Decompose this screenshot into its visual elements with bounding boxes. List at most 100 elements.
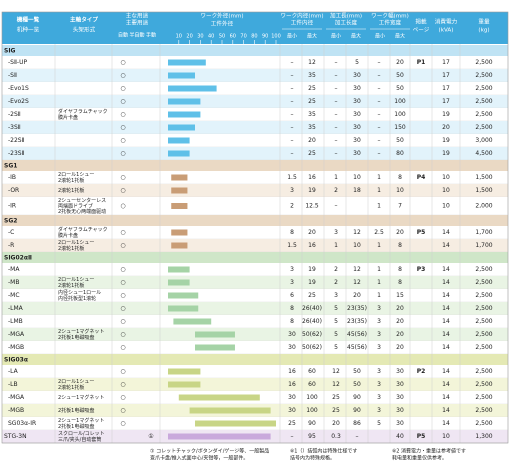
section-name: SG2 xyxy=(4,217,17,224)
cell: 10 xyxy=(396,187,404,194)
outer-bar xyxy=(168,72,195,79)
use-mark: ○ xyxy=(120,203,125,210)
row-bg xyxy=(2,121,508,134)
use-mark: ○ xyxy=(120,150,125,157)
page: P5 xyxy=(417,433,426,440)
cell: 2 xyxy=(334,187,338,194)
section-header xyxy=(2,252,508,263)
cell: – xyxy=(378,111,381,118)
spindle: 2シュー1マグネット xyxy=(58,328,104,335)
use-mark: ○ xyxy=(120,72,125,79)
header-text: 機種一覧 xyxy=(17,16,40,24)
cell: 30 xyxy=(353,98,361,105)
weight: 2,500 xyxy=(475,279,492,286)
outer-bar xyxy=(171,229,188,236)
cell: 1 xyxy=(377,266,381,273)
cell: 2 xyxy=(290,203,294,210)
outer-bar xyxy=(168,368,201,375)
power: 14 xyxy=(442,368,450,375)
cell: – xyxy=(335,124,338,131)
use-mark: ○ xyxy=(120,242,125,249)
row-bg xyxy=(2,226,508,239)
cell: 8 xyxy=(290,229,294,236)
spindle: 内径シュー1ロール xyxy=(58,289,101,296)
cell: 3 xyxy=(377,394,381,401)
power: 19 xyxy=(442,150,450,157)
power: 14 xyxy=(442,381,450,388)
cell: 30 xyxy=(288,344,296,351)
weight: 1,700 xyxy=(475,229,492,236)
power: 20 xyxy=(442,124,450,131)
cell: 35 xyxy=(308,72,316,79)
cell: 20 xyxy=(353,292,361,299)
outer-bar xyxy=(195,420,276,427)
spindle: 2滚轮1托板 xyxy=(58,187,84,194)
weight: 2,500 xyxy=(475,111,492,118)
cell: 20 xyxy=(396,229,404,236)
cell: 1 xyxy=(377,292,381,299)
header-text: 掲載 xyxy=(415,18,427,26)
row-bg xyxy=(2,239,508,252)
weight: 2,500 xyxy=(475,368,492,375)
row-bg xyxy=(2,134,508,147)
cell: 26(40) xyxy=(302,318,322,325)
cell: – xyxy=(291,111,294,118)
cell: – xyxy=(378,59,381,66)
use-mark: ○ xyxy=(120,394,125,401)
scale-label: 50 xyxy=(219,34,225,40)
header-text: 消費電力 xyxy=(435,18,458,26)
cell: 20 xyxy=(308,137,316,144)
weight: 2,500 xyxy=(475,381,492,388)
model: -SⅡ-UP xyxy=(8,59,27,66)
cell: 35 xyxy=(308,124,316,131)
cell: 45(56) xyxy=(347,344,367,351)
cell: 6 xyxy=(290,292,294,299)
model: -MB xyxy=(8,279,19,286)
use-mark: ○ xyxy=(120,137,125,144)
header-text: ワーク幅(mm) xyxy=(371,12,409,20)
cell: 30 xyxy=(353,72,361,79)
power: 14 xyxy=(442,229,450,236)
power: 19 xyxy=(442,111,450,118)
cell: 12 xyxy=(332,368,340,375)
model: -LB xyxy=(8,381,18,388)
spindle: 2滚轮1托板 xyxy=(58,177,84,184)
cell: – xyxy=(335,137,338,144)
scale-label: 100 xyxy=(271,34,281,40)
row-bg xyxy=(2,341,508,354)
row-bg xyxy=(2,69,508,82)
cell: – xyxy=(378,150,381,157)
row-bg xyxy=(2,328,508,341)
note: 括号内为特殊规格。 xyxy=(290,455,335,462)
weight: 2,500 xyxy=(475,305,492,312)
weight: 1,500 xyxy=(475,187,492,194)
row-bg xyxy=(2,302,508,315)
use-mark: ○ xyxy=(120,111,125,118)
model: -IR xyxy=(8,203,16,210)
cell: 30 xyxy=(396,394,404,401)
cell: 12 xyxy=(353,279,361,286)
cell: 25 xyxy=(308,98,316,105)
cell: 80 xyxy=(396,150,404,157)
scale-label: 10 xyxy=(176,34,182,40)
model: -22SⅡ xyxy=(8,137,25,144)
header-text: 主要用途 xyxy=(126,19,149,27)
power: 14 xyxy=(442,318,450,325)
weight: 2,500 xyxy=(475,420,492,427)
outer-bar xyxy=(168,433,271,440)
model: -2SⅡ xyxy=(8,111,21,118)
page: P4 xyxy=(417,174,426,181)
cell: 60 xyxy=(308,381,316,388)
cell: 3 xyxy=(377,368,381,375)
spindle: 2シュー1マグネット xyxy=(58,394,104,401)
cell: 100 xyxy=(394,111,406,118)
cell: – xyxy=(335,203,338,210)
cell: 50 xyxy=(396,72,404,79)
model: -SⅡ xyxy=(8,72,17,79)
weight: 2,500 xyxy=(475,344,492,351)
outer-bar xyxy=(168,279,190,286)
power: 14 xyxy=(442,305,450,312)
header-text: 最小 xyxy=(287,33,297,40)
cell: 30 xyxy=(396,381,404,388)
cell: 25 xyxy=(332,407,340,414)
